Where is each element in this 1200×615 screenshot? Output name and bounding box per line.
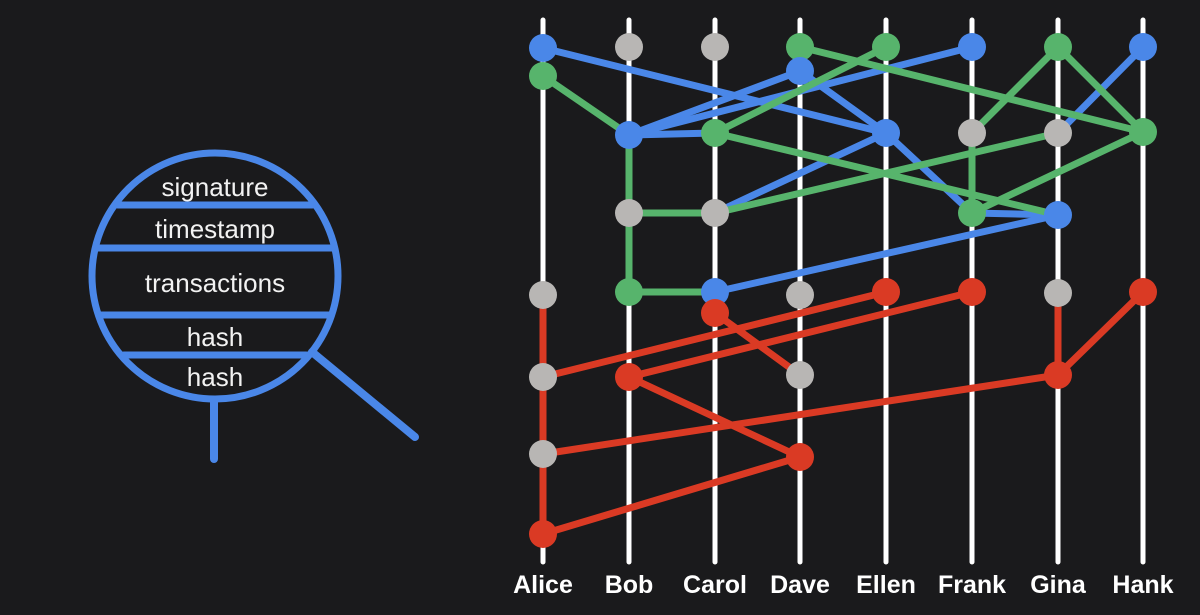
gossip-edge-blue	[882, 129, 976, 217]
block-field-label: hash	[187, 322, 243, 352]
block-field-label: hash	[187, 362, 243, 392]
event-dot-red-ellen	[872, 278, 900, 306]
event-dot-red-alice	[529, 520, 557, 548]
gossip-edge-red	[1054, 288, 1147, 379]
event-dot-green-frank	[958, 199, 986, 227]
member-label-ellen: Ellen	[856, 571, 916, 599]
event-dot-gray-dave	[786, 281, 814, 309]
event-dot-blue-carol	[701, 278, 729, 306]
magnifying-glass: signature timestamp transactions hash hash	[88, 149, 419, 463]
block-field-label: signature	[162, 172, 269, 202]
event-dot-gray-alice	[529, 440, 557, 468]
gossip-edge-red	[539, 453, 804, 538]
event-dot-blue-hank	[1129, 33, 1157, 61]
event-dot-gray-dave	[786, 361, 814, 389]
gossip-edge-green	[711, 129, 1062, 217]
event-dot-green-bob	[615, 278, 643, 306]
member-label-alice: Alice	[513, 571, 573, 599]
gossip-edge-blue	[539, 44, 890, 137]
event-dot-gray-carol	[701, 33, 729, 61]
event-dot-red-hank	[1129, 278, 1157, 306]
event-dot-red-dave	[786, 443, 814, 471]
gossip-edge-red	[539, 288, 890, 381]
event-dot-gray-carol	[701, 199, 729, 227]
member-label-dave: Dave	[770, 571, 830, 599]
event-dot-green-ellen	[872, 33, 900, 61]
block-field-label: transactions	[145, 268, 285, 298]
event-dot-blue-alice	[529, 34, 557, 62]
event-dot-red-bob	[615, 363, 643, 391]
magnifier-lens	[88, 149, 342, 403]
block-field-label: timestamp	[155, 214, 275, 244]
event-dot-gray-frank	[958, 119, 986, 147]
gossip-edge-green	[796, 43, 1147, 136]
event-dot-gray-bob	[615, 199, 643, 227]
member-label-hank: Hank	[1112, 571, 1173, 599]
event-dot-blue-gina	[1044, 201, 1072, 229]
event-dot-gray-gina	[1044, 279, 1072, 307]
event-dot-red-carol	[701, 299, 729, 327]
gossip-edge-blue	[711, 211, 1062, 296]
event-dot-gray-bob	[615, 33, 643, 61]
event-dot-blue-dave	[786, 57, 814, 85]
event-dot-gray-gina	[1044, 119, 1072, 147]
event-dot-blue-bob	[615, 121, 643, 149]
event-dot-gray-alice	[529, 363, 557, 391]
event-dot-gray-alice	[529, 281, 557, 309]
event-dot-green-gina	[1044, 33, 1072, 61]
event-dot-green-dave	[786, 33, 814, 61]
gossip-edge-blue	[625, 129, 719, 139]
event-dot-green-hank	[1129, 118, 1157, 146]
event-dot-green-alice	[529, 62, 557, 90]
event-dot-red-frank	[958, 278, 986, 306]
gossip-edge-blue	[711, 129, 890, 217]
event-dot-green-carol	[701, 119, 729, 147]
gossip-graph: Alice Bob Carol Dave Ellen Frank Gina Hank	[513, 17, 1174, 599]
member-label-bob: Bob	[605, 571, 654, 599]
member-label-frank: Frank	[938, 571, 1006, 599]
gossip-edge-green	[968, 43, 1062, 137]
gossip-edge-green	[1054, 43, 1147, 136]
magnifier-handle	[308, 348, 419, 441]
gossip-edge-green	[539, 72, 633, 139]
event-dot-blue-ellen	[872, 119, 900, 147]
gossip-edge-red	[539, 371, 1062, 458]
gossip-edge-red	[711, 309, 804, 379]
gossip-edge-red	[625, 288, 976, 381]
event-dot-blue-frank	[958, 33, 986, 61]
event-dot-red-gina	[1044, 361, 1072, 389]
member-label-carol: Carol	[683, 571, 747, 599]
member-label-gina: Gina	[1030, 571, 1087, 599]
gossip-edge-red	[625, 373, 804, 461]
